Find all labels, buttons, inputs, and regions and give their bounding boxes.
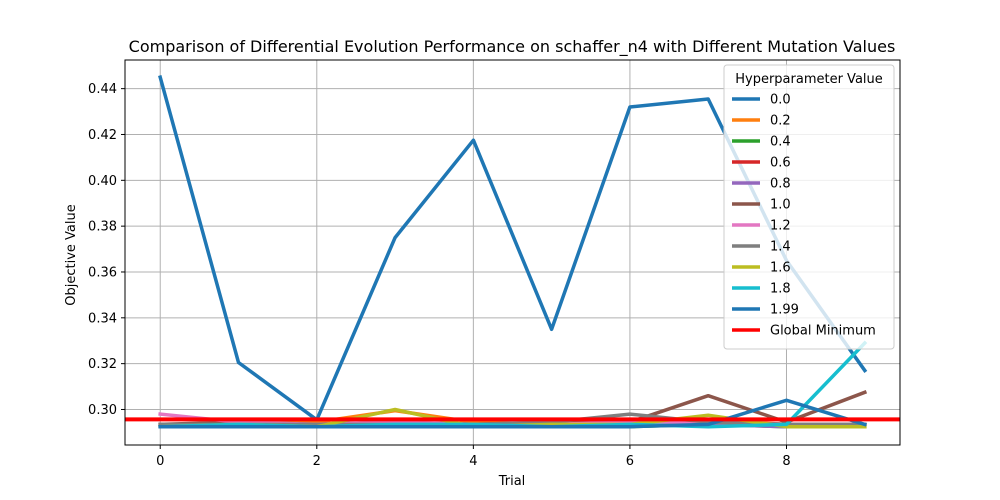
x-tick-label: 4 bbox=[469, 454, 477, 469]
legend-label: 1.0 bbox=[770, 198, 791, 213]
y-tick-label: 0.32 bbox=[88, 357, 117, 372]
legend-title: Hyperparameter Value bbox=[735, 72, 883, 87]
x-tick-label: 2 bbox=[313, 454, 321, 469]
legend-label: 1.99 bbox=[770, 303, 799, 318]
plot-frame bbox=[124, 59, 901, 446]
series-line-1.99 bbox=[158, 398, 867, 429]
axes: 0 2 4 6 8 0.30 0.32 0.34 0.36 0.38 0.40 0.42 0.44 bbox=[88, 59, 901, 469]
series-lines bbox=[125, 75, 900, 429]
legend: Hyperparameter Value 0.0 0.2 0.4 0.6 0.8 1.0 1.… bbox=[723, 64, 895, 350]
y-tick-label: 0.40 bbox=[88, 174, 117, 189]
x-tick-label: 6 bbox=[626, 454, 634, 469]
legend-label: 0.8 bbox=[770, 177, 791, 192]
y-tick-label: 0.42 bbox=[88, 128, 117, 143]
legend-label: 0.6 bbox=[770, 156, 791, 171]
x-tick-label: 8 bbox=[782, 454, 790, 469]
y-tick-label: 0.30 bbox=[88, 403, 117, 418]
legend-label: 0.0 bbox=[770, 93, 791, 108]
legend-label: 1.4 bbox=[770, 240, 791, 255]
y-tick-label: 0.38 bbox=[88, 220, 117, 235]
chart-title: Comparison of Differential Evolution Per… bbox=[129, 37, 896, 57]
y-tick-label: 0.34 bbox=[88, 311, 117, 326]
y-axis-label: Objective Value bbox=[64, 204, 79, 305]
legend-label: 0.4 bbox=[770, 135, 791, 150]
legend-label: 0.2 bbox=[770, 114, 791, 129]
legend-box bbox=[723, 64, 895, 350]
legend-label: Global Minimum bbox=[770, 324, 876, 339]
y-tick-label: 0.36 bbox=[88, 265, 117, 280]
y-tick-label: 0.44 bbox=[88, 82, 117, 97]
x-tick-label: 0 bbox=[156, 454, 164, 469]
legend-label: 1.2 bbox=[770, 219, 791, 234]
x-axis-label: Trial bbox=[498, 474, 526, 489]
legend-label: 1.6 bbox=[770, 261, 791, 276]
legend-label: 1.8 bbox=[770, 282, 791, 297]
